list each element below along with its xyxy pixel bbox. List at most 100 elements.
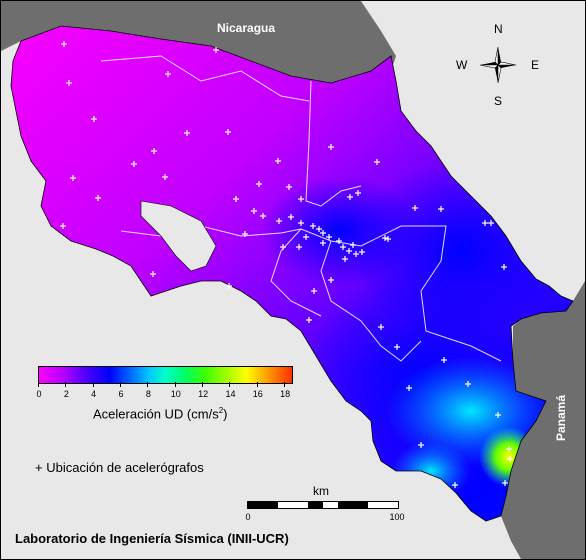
station-legend: + Ubicación de acelerógrafos: [35, 460, 204, 475]
station-markers: [60, 41, 513, 488]
compass-s: S: [494, 94, 503, 108]
colorbar-title-close: ): [223, 406, 228, 422]
colorbar-tick-label: 8: [145, 389, 151, 399]
province-boundaries: [100, 55, 502, 362]
colorbar-tick: [256, 382, 258, 387]
station-marker-icon: [298, 196, 304, 202]
station-marker-icon: [328, 144, 334, 150]
station-marker-icon: [412, 205, 418, 211]
costa-rica-outline: [10, 25, 574, 522]
label-panama: Panamá: [554, 394, 568, 441]
station-marker-icon: [306, 317, 312, 323]
colorbar-tick: [284, 382, 286, 387]
station-marker-icon: [184, 130, 190, 136]
station-marker-icon: [61, 41, 67, 47]
compass-w: W: [456, 58, 468, 72]
station-marker-icon: [298, 220, 304, 226]
colorbar-tick: [202, 382, 204, 387]
station-marker-icon: [280, 244, 286, 250]
station-marker-icon: [328, 277, 334, 283]
colorbar-title: Aceleración UD (cm/s2): [93, 406, 228, 421]
station-marker-icon: [150, 271, 156, 277]
station-marker-icon: [465, 381, 471, 387]
colorbar-tick: [65, 382, 67, 387]
lake-nicaragua: [361, 1, 421, 26]
colorbar-title-text: Aceleración UD (cm/s: [93, 406, 219, 422]
station-marker-icon: [353, 251, 359, 257]
station-marker-icon: [60, 223, 66, 229]
colorbar-tick-label: 10: [170, 389, 181, 399]
station-marker-icon: [242, 231, 248, 237]
station-marker-icon: [256, 181, 262, 187]
station-marker-icon: [441, 357, 447, 363]
colorbar-tick-label: 16: [252, 389, 263, 399]
station-marker-icon: [359, 249, 365, 255]
station-marker-icon: [303, 234, 309, 240]
colorbar-tick-label: 14: [225, 389, 236, 399]
station-marker-icon: [438, 206, 444, 212]
colorbar-title-sup: 2: [218, 406, 224, 415]
station-marker-icon: [226, 283, 232, 289]
station-marker-icon: [316, 226, 322, 232]
station-marker-icon: [296, 244, 302, 250]
station-marker-icon: [488, 220, 494, 226]
station-marker-icon: [275, 158, 281, 164]
colorbar: [38, 366, 293, 384]
compass-n: N: [494, 22, 503, 36]
colorbar-tick: [120, 382, 122, 387]
station-marker-icon: [452, 482, 458, 488]
station-marker-icon: [382, 235, 388, 241]
station-marker-icon: [288, 214, 294, 220]
scale-bar: [247, 501, 399, 509]
station-marker-icon: [326, 234, 332, 240]
station-marker-icon: [320, 230, 326, 236]
station-marker-icon: [225, 129, 231, 135]
station-marker-icon: [213, 47, 219, 53]
colorbar-tick: [229, 382, 231, 387]
station-marker-icon: [350, 242, 356, 248]
station-marker-icon: [340, 244, 346, 250]
footer-credit: Laboratorio de Ingeniería Sísmica (INII-…: [15, 531, 289, 546]
station-marker-icon: [385, 236, 391, 242]
station-marker-icon: [311, 288, 317, 294]
colorbar-tick-label: 2: [63, 389, 69, 399]
station-marker-icon: [260, 213, 266, 219]
station-marker-icon: [251, 208, 257, 214]
station-marker-icon: [506, 446, 512, 452]
scale-title: km: [313, 484, 329, 498]
station-marker-icon: [347, 194, 353, 200]
compass-e: E: [531, 58, 540, 72]
station-marker-icon: [507, 456, 513, 462]
colorbar-tick: [174, 382, 176, 387]
station-marker-icon: [162, 174, 168, 180]
station-marker-icon: [418, 442, 424, 448]
colorbar-tick: [38, 382, 39, 387]
station-marker-icon: [286, 184, 292, 190]
station-marker-icon: [276, 218, 282, 224]
station-marker-icon: [502, 480, 508, 486]
station-marker-icon: [501, 264, 507, 270]
station-marker-icon: [482, 220, 488, 226]
station-marker-icon: [406, 385, 412, 391]
scale-start: 0: [245, 512, 251, 522]
panama-landmass: [501, 281, 585, 559]
colorbar-tick-label: 12: [198, 389, 209, 399]
station-marker-icon: [342, 256, 348, 262]
nicaragua-landmass: [1, 1, 585, 83]
station-marker-icon: [320, 240, 326, 246]
station-marker-icon: [374, 159, 380, 165]
station-marker-icon: [165, 71, 171, 77]
colorbar-tick-label: 4: [91, 389, 97, 399]
scale-end: 100: [389, 512, 405, 522]
colorbar-tick: [92, 382, 94, 387]
station-marker-icon: [95, 195, 101, 201]
station-marker-icon: [70, 175, 76, 181]
station-marker-icon: [310, 223, 316, 229]
gulf-of-nicoya: [140, 200, 217, 272]
colorbar-tick-label: 0: [36, 389, 42, 399]
label-nicaragua: Nicaragua: [217, 21, 276, 35]
station-marker-icon: [336, 238, 342, 244]
station-marker-icon: [378, 324, 384, 330]
